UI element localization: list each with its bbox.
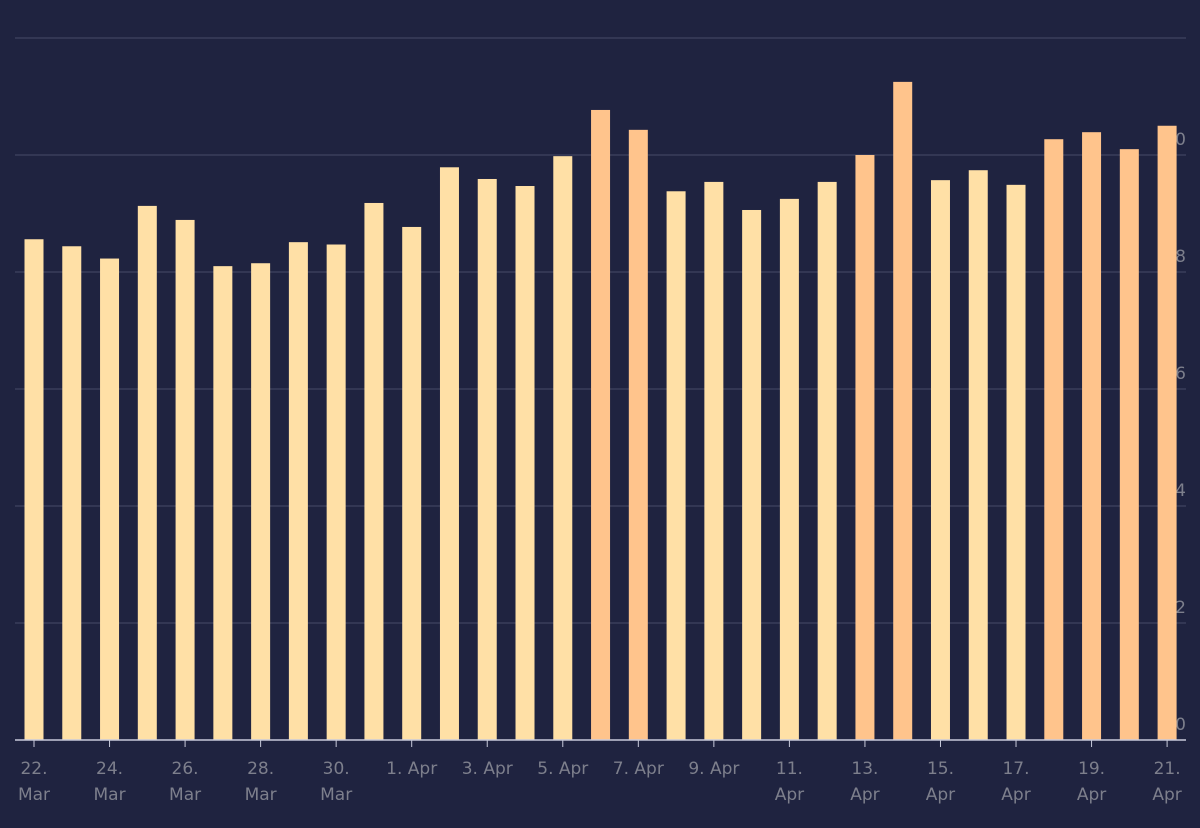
- y-tick-label: 4: [1175, 481, 1186, 501]
- bar: [893, 81, 913, 740]
- bar: [477, 178, 497, 741]
- x-tick-label: 15. Apr: [926, 759, 955, 805]
- bar: [855, 155, 875, 740]
- bar: [24, 239, 44, 741]
- bar: [968, 170, 988, 740]
- bar: [742, 209, 762, 741]
- x-tick-label: 24. Mar: [94, 759, 126, 805]
- bar: [1006, 184, 1026, 740]
- bar: [779, 198, 799, 740]
- y-tick-label: 8: [1175, 247, 1186, 267]
- y-tick-label: 6: [1175, 364, 1186, 384]
- bar: [402, 226, 422, 740]
- bar: [591, 109, 611, 740]
- x-tick-label: 30. Mar: [320, 759, 352, 805]
- bar: [1157, 125, 1177, 740]
- bar: [137, 205, 157, 740]
- bar: [704, 181, 724, 740]
- bar: [1119, 149, 1139, 740]
- bar: [1044, 139, 1064, 740]
- x-tick-label: 3. Apr: [462, 759, 513, 779]
- bar: [628, 129, 648, 741]
- bar: [364, 202, 384, 741]
- x-tick-label: 7. Apr: [613, 759, 664, 779]
- x-tick-label: 5. Apr: [537, 759, 588, 779]
- bar: [288, 242, 308, 741]
- bar: [213, 266, 233, 740]
- bar: [930, 180, 950, 740]
- bar: [515, 186, 535, 740]
- bar: [326, 244, 346, 740]
- x-tick-label: 22. Mar: [18, 759, 50, 805]
- bar: [553, 156, 573, 741]
- x-tick-label: 21. Apr: [1152, 759, 1181, 805]
- x-tick-label: 11. Apr: [775, 759, 804, 805]
- bar: [175, 219, 195, 740]
- x-tick-label: 26. Mar: [169, 759, 201, 805]
- bar: [666, 191, 686, 740]
- y-tick-label: 0: [1175, 715, 1186, 735]
- y-tick-label: 2: [1175, 598, 1186, 618]
- x-tick-label: 19. Apr: [1077, 759, 1106, 805]
- bar: [1082, 132, 1102, 740]
- x-tick-label: 13. Apr: [850, 759, 879, 805]
- x-tick-label: 28. Mar: [245, 759, 277, 805]
- x-tick-label: 17. Apr: [1001, 759, 1030, 805]
- x-tick-label: 1. Apr: [386, 759, 437, 779]
- x-tick-label: 9. Apr: [688, 759, 739, 779]
- bar: [817, 181, 837, 740]
- bar: [251, 263, 271, 740]
- bar: [439, 167, 459, 740]
- bar: [62, 246, 82, 740]
- bar: [100, 258, 120, 740]
